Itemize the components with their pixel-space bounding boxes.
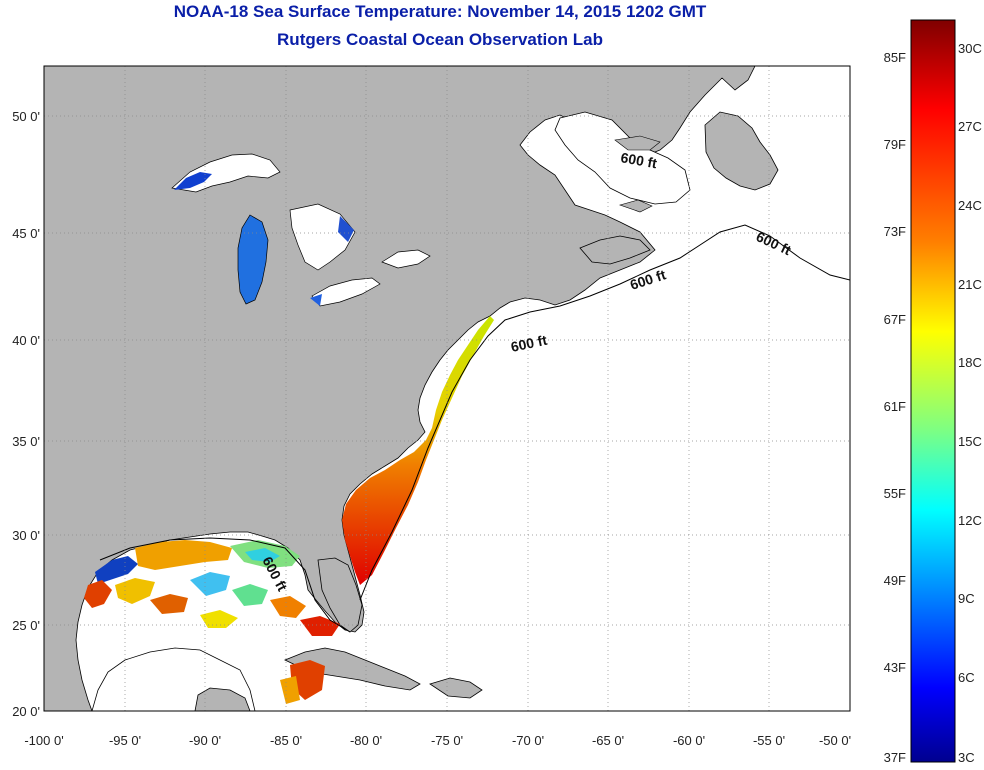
yucatan-land: [194, 687, 251, 711]
gulf-st-lawrence-water: [554, 111, 691, 205]
y-axis-ticks: 50 0' 45 0' 40 0' 35 0' 30 0' 25 0' 20 0…: [12, 109, 40, 719]
colorbar-f-label: 55F: [884, 486, 906, 501]
x-tick-label: -90 0': [189, 733, 221, 748]
lake-huron-sst: [338, 216, 354, 242]
y-tick-label: 35 0': [12, 434, 40, 449]
gulf-sst-patches: [84, 540, 340, 704]
colorbar-c-label: 12C: [958, 513, 982, 528]
atlantic-coast-sst: [342, 316, 494, 585]
lake-ontario: [381, 249, 431, 269]
colorbar-f-label: 43F: [884, 660, 906, 675]
map-title: NOAA-18 Sea Surface Temperature: Novembe…: [173, 2, 707, 21]
x-tick-label: -60 0': [673, 733, 705, 748]
y-tick-label: 25 0': [12, 618, 40, 633]
colorbar-c-label: 6C: [958, 670, 975, 685]
newfoundland-land: [704, 111, 779, 191]
sst-colorbar: [910, 19, 956, 763]
map-frame: [43, 65, 851, 712]
x-tick-label: -75 0': [431, 733, 463, 748]
colorbar-f-label: 49F: [884, 573, 906, 588]
y-tick-label: 45 0': [12, 226, 40, 241]
lake-huron: [289, 203, 356, 271]
pei-island: [618, 199, 653, 213]
colorbar-f-label: 67F: [884, 312, 906, 327]
lake-superior-sst: [174, 172, 212, 190]
colorbar-c-label: 27C: [958, 119, 982, 134]
y-tick-label: 40 0': [12, 333, 40, 348]
colorbar-f-label: 85F: [884, 50, 906, 65]
colorbar-c-label: 30C: [958, 41, 982, 56]
florida-land: [317, 557, 363, 633]
x-tick-label: -50 0': [819, 733, 851, 748]
contour-label: 600 ft: [619, 149, 658, 171]
nova-scotia-land: [579, 235, 651, 265]
hispaniola-land: [429, 677, 483, 699]
colorbar-f-label: 79F: [884, 137, 906, 152]
colorbar-c-label: 9C: [958, 591, 975, 606]
x-axis-ticks: -100 0' -95 0' -90 0' -85 0' -80 0' -75 …: [24, 733, 851, 748]
lake-erie-sst: [310, 294, 322, 306]
lake-michigan: [237, 214, 269, 305]
anticosti-island: [614, 135, 661, 151]
x-tick-label: -80 0': [350, 733, 382, 748]
north-america-land: [44, 66, 756, 711]
x-tick-label: -65 0': [592, 733, 624, 748]
600ft-contour-line: [99, 224, 850, 633]
colorbar-c-label: 24C: [958, 198, 982, 213]
colorbar-c-label: 21C: [958, 277, 982, 292]
x-tick-label: -100 0': [24, 733, 63, 748]
x-tick-label: -55 0': [753, 733, 785, 748]
colorbar-f-label: 37F: [884, 750, 906, 765]
colorbar-f-label: 61F: [884, 399, 906, 414]
contour-label: 600 ft: [509, 332, 548, 355]
colorbar-c-label: 18C: [958, 355, 982, 370]
y-tick-label: 50 0': [12, 109, 40, 124]
colorbar-c-label: 3C: [958, 750, 975, 765]
map-subtitle: Rutgers Coastal Ocean Observation Lab: [277, 30, 603, 49]
x-tick-label: -70 0': [512, 733, 544, 748]
x-tick-label: -95 0': [109, 733, 141, 748]
colorbar-f-label: 73F: [884, 224, 906, 239]
y-tick-label: 20 0': [12, 704, 40, 719]
lake-erie: [311, 277, 381, 307]
x-tick-label: -85 0': [270, 733, 302, 748]
cuba-land: [284, 647, 421, 691]
colorbar-fahrenheit-labels: 85F 79F 73F 67F 61F 55F 49F 43F 37F: [884, 50, 906, 765]
colorbar-c-label: 15C: [958, 434, 982, 449]
colorbar-celsius-labels: 30C 27C 24C 21C 18C 15C 12C 9C 6C 3C: [958, 41, 982, 765]
y-tick-label: 30 0': [12, 528, 40, 543]
